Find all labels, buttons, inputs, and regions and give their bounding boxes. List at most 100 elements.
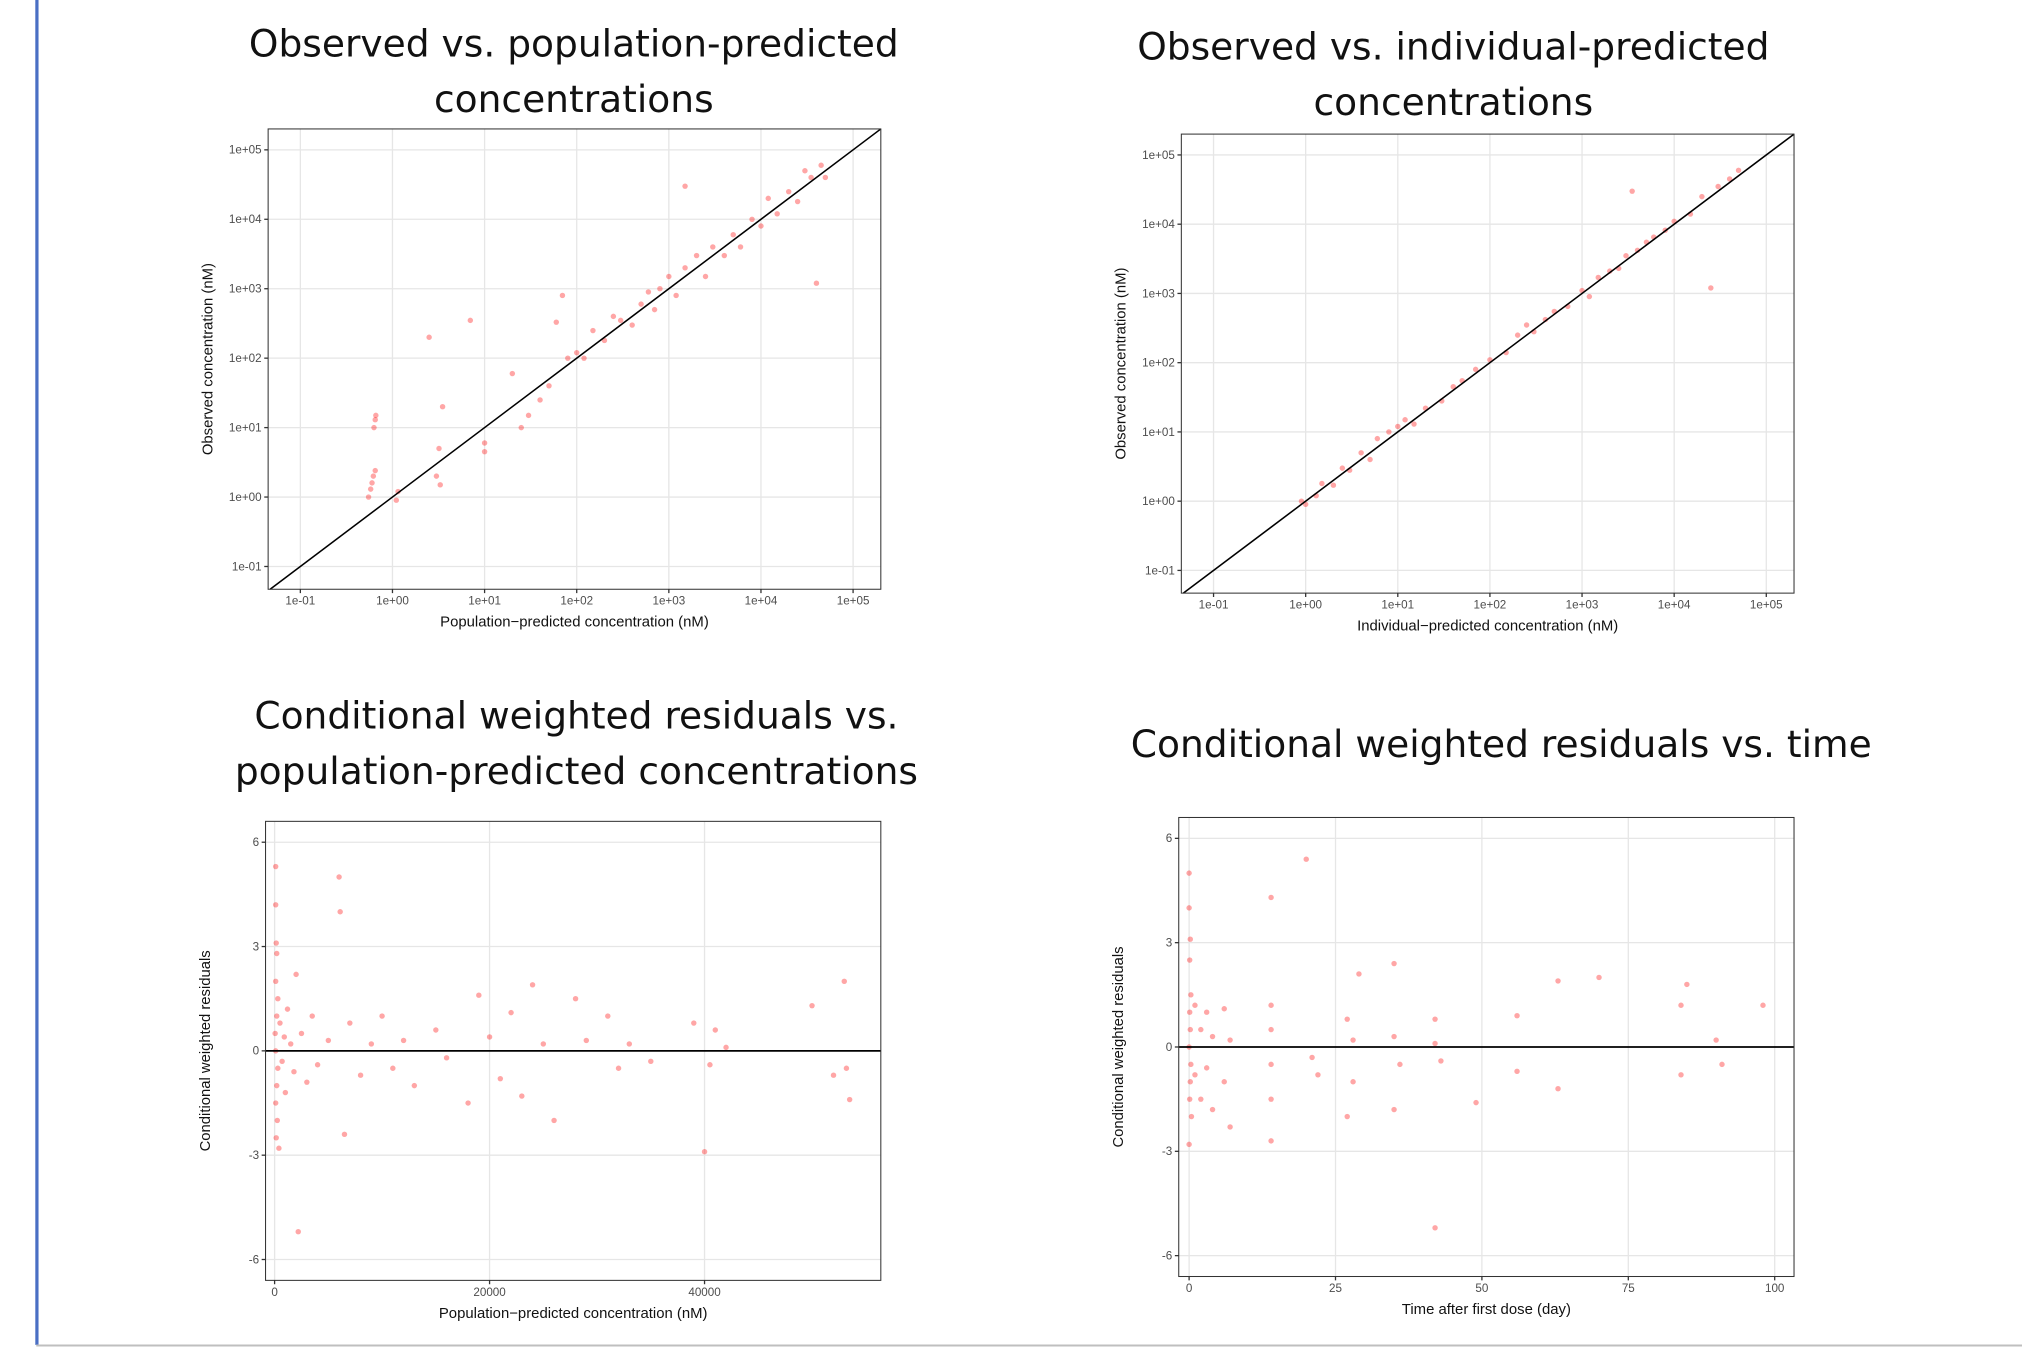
data-point [1268,1096,1274,1102]
plot-border [267,128,882,590]
data-point [737,244,744,250]
data-point [1350,1079,1356,1085]
data-point [439,403,446,410]
data-point [710,244,716,250]
data-point [651,306,658,313]
chart-title: concentrations [1314,80,1594,124]
data-point [275,1065,281,1071]
plot-border [1180,133,1795,594]
data-point [274,1117,281,1124]
data-point [1708,285,1714,291]
data-point [1344,1016,1350,1022]
data-point [1221,1006,1227,1012]
data-point [572,995,579,1002]
data-point [1350,1037,1356,1043]
y-tick-label: 1e+01 [1142,426,1175,439]
data-point [1188,1113,1195,1120]
data-point [281,1034,287,1040]
data-point [443,1055,450,1061]
y-tick-label: 1e+03 [229,283,262,296]
chart-title: Observed vs. population-predicted [249,22,899,66]
x-tick-label: 0 [1186,1282,1193,1295]
data-point [298,1030,305,1037]
y-tick-label: 1e+05 [229,144,262,157]
data-point [1186,1141,1192,1148]
data-point [291,1069,297,1075]
data-point [1187,1079,1194,1085]
x-tick-label: 25 [1329,1282,1342,1295]
data-point [1432,1225,1438,1231]
chart-panel: Observed vs. individual-predicted concent… [1114,24,1795,635]
data-point [1227,1124,1233,1130]
data-point [638,301,644,307]
data-point [1187,936,1194,942]
data-point [284,1006,291,1012]
data-point [1678,1002,1684,1008]
identity-line [1182,133,1795,594]
chart-title: population-predicted concentrations [235,749,918,793]
data-point [1303,856,1309,862]
data-point [1719,1061,1725,1068]
data-point [436,445,442,452]
data-point [682,265,688,271]
data-point [1432,1016,1438,1022]
x-tick-label: 50 [1475,1282,1488,1295]
y-tick-label: 1e-01 [232,560,262,573]
data-point [1315,1072,1321,1078]
data-point [1330,482,1337,488]
data-point [573,349,580,356]
data-point [411,1082,418,1089]
data-point [1209,1033,1216,1040]
data-point [1209,1106,1216,1113]
x-tick-label: 1e+04 [745,595,778,608]
data-point [1367,456,1373,463]
data-point [673,292,679,299]
chart-title: concentrations [434,77,714,121]
data-point [1186,1009,1193,1015]
data-point [822,174,829,181]
data-point [1198,1096,1204,1102]
data-point [304,1079,310,1085]
y-tick-label: 1e+02 [229,352,262,365]
data-point [1186,870,1192,876]
data-point [1514,1012,1520,1019]
x-tick-label: 1e+01 [468,595,501,608]
data-point [657,286,663,292]
x-tick-label: 75 [1622,1282,1635,1295]
data-point [400,1037,407,1044]
data-point [610,313,617,320]
data-point [551,1117,557,1124]
chart-panel: Observed vs. population-predicted concent… [200,22,898,631]
data-point [370,473,377,479]
data-point [846,1096,853,1103]
y-tick-label: 0 [1166,1041,1173,1054]
data-point [1438,1058,1444,1064]
data-point [1391,1033,1397,1040]
data-point [274,1082,280,1089]
y-tick-label: 0 [253,1045,260,1058]
data-point [341,1131,348,1138]
data-point [1555,1086,1561,1092]
data-point [288,1041,294,1047]
data-point [314,1062,321,1068]
data-point [1555,978,1561,984]
data-point [1268,1138,1274,1144]
plot-border [265,820,882,1281]
data-point [1187,1026,1194,1033]
data-point [1726,176,1733,182]
x-tick-label: 1e+01 [1381,599,1414,612]
y-tick-label: -6 [1162,1250,1172,1263]
data-point [785,188,792,195]
data-point [645,289,652,295]
data-point [818,162,824,168]
data-point [666,273,672,280]
data-point [1186,957,1193,963]
data-point [426,334,432,340]
data-point [648,1058,654,1064]
data-point [274,1013,280,1019]
data-point [1268,1002,1274,1008]
data-point [1268,1061,1274,1068]
data-point [272,978,279,985]
data-point [276,1145,282,1151]
